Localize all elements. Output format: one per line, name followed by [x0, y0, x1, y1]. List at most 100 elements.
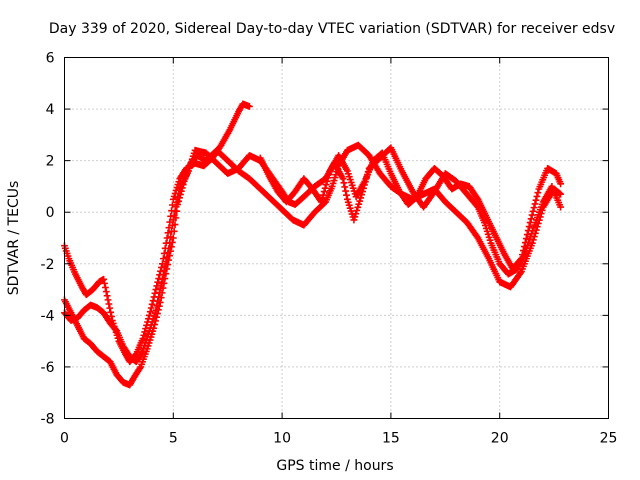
data-point [519, 247, 527, 255]
data-point [352, 210, 360, 218]
data-point [163, 234, 171, 242]
x-tick-label: 25 [600, 431, 618, 447]
x-tick-label: 20 [491, 431, 509, 447]
data-point [107, 308, 115, 316]
data-point [103, 292, 111, 300]
data-point [106, 304, 114, 312]
data-point [524, 227, 532, 234]
data-point [317, 198, 325, 206]
data-point [354, 203, 362, 211]
tick-labels: 0 5 10 15 20 25 -8 -6 -4 -2 0 2 4 6 [41, 51, 618, 447]
data-point [321, 184, 329, 192]
data-point [166, 218, 174, 226]
data-point [339, 175, 347, 183]
data-point [153, 282, 161, 290]
data-point [318, 195, 326, 202]
data-point [531, 200, 539, 208]
data-point [166, 239, 174, 247]
data-point [167, 233, 175, 241]
data-point [148, 300, 156, 308]
data-point [322, 181, 330, 189]
data-point [527, 215, 535, 223]
data-point [165, 244, 173, 252]
y-tick-label: 2 [46, 154, 55, 170]
data-point [101, 279, 108, 287]
data-point [157, 284, 164, 292]
data-point [108, 312, 115, 320]
y-tick-label: -6 [41, 360, 55, 376]
y-axis-label: SDTVAR / TECUs [6, 181, 22, 296]
data-point [355, 200, 363, 208]
data-point [152, 286, 160, 293]
data-point [159, 275, 166, 283]
data-point [147, 304, 155, 312]
data-point [323, 177, 331, 185]
data-point [174, 194, 182, 202]
data-point [169, 216, 177, 224]
data-point [351, 213, 359, 221]
data-point [521, 239, 529, 246]
data-point [557, 180, 565, 188]
data-point [164, 229, 172, 237]
data-point [159, 271, 167, 279]
data-point [141, 328, 149, 336]
data-point [152, 306, 160, 314]
data-point [154, 278, 162, 286]
data-point [146, 308, 154, 316]
data-point [325, 170, 333, 178]
data-point [528, 211, 536, 219]
data-point [156, 289, 164, 296]
data-point [517, 256, 524, 264]
y-tick-label: -8 [41, 412, 55, 428]
data-point [319, 191, 327, 199]
y-tick-label: 6 [46, 51, 55, 67]
data-point [518, 255, 525, 263]
data-point [350, 216, 358, 224]
x-tick-label: 0 [60, 431, 69, 447]
data-point [162, 258, 170, 265]
data-point [557, 203, 565, 211]
data-point [167, 212, 175, 220]
data-point [104, 296, 112, 304]
data-point [523, 231, 531, 238]
data-point [526, 219, 534, 226]
data-point [357, 194, 365, 202]
chart-title: Day 339 of 2020, Sidereal Day-to-day VTE… [49, 21, 615, 37]
data-point [163, 253, 171, 261]
x-tick-label: 15 [382, 431, 400, 447]
data-point [105, 300, 113, 308]
data-point [102, 288, 110, 296]
y-tick-label: -4 [41, 308, 55, 324]
data-point [528, 239, 536, 247]
data-point [342, 187, 350, 195]
data-point [324, 174, 332, 182]
data-point [517, 269, 524, 277]
y-tick-label: -2 [41, 257, 55, 273]
data-point [173, 198, 181, 206]
data-point [356, 197, 364, 205]
plot-frame [64, 57, 609, 419]
data-point [343, 191, 350, 199]
x-tick-label: 5 [169, 431, 178, 447]
data-point [525, 223, 533, 230]
data-point [164, 249, 172, 257]
data-point [532, 196, 540, 204]
data-point [246, 103, 253, 110]
data-point [520, 243, 528, 250]
data-point [529, 207, 537, 215]
data-point [139, 335, 147, 342]
data-point [154, 297, 162, 305]
data-point [160, 267, 168, 274]
data-point [534, 189, 542, 197]
data-point [473, 194, 481, 202]
data-point [168, 227, 175, 235]
data-point [140, 331, 148, 339]
data-point [171, 207, 179, 215]
data-point [320, 188, 328, 195]
data-point [161, 262, 169, 270]
data-point [100, 275, 108, 283]
data-point [153, 302, 161, 310]
data-point [155, 293, 163, 301]
data-point [175, 190, 183, 197]
